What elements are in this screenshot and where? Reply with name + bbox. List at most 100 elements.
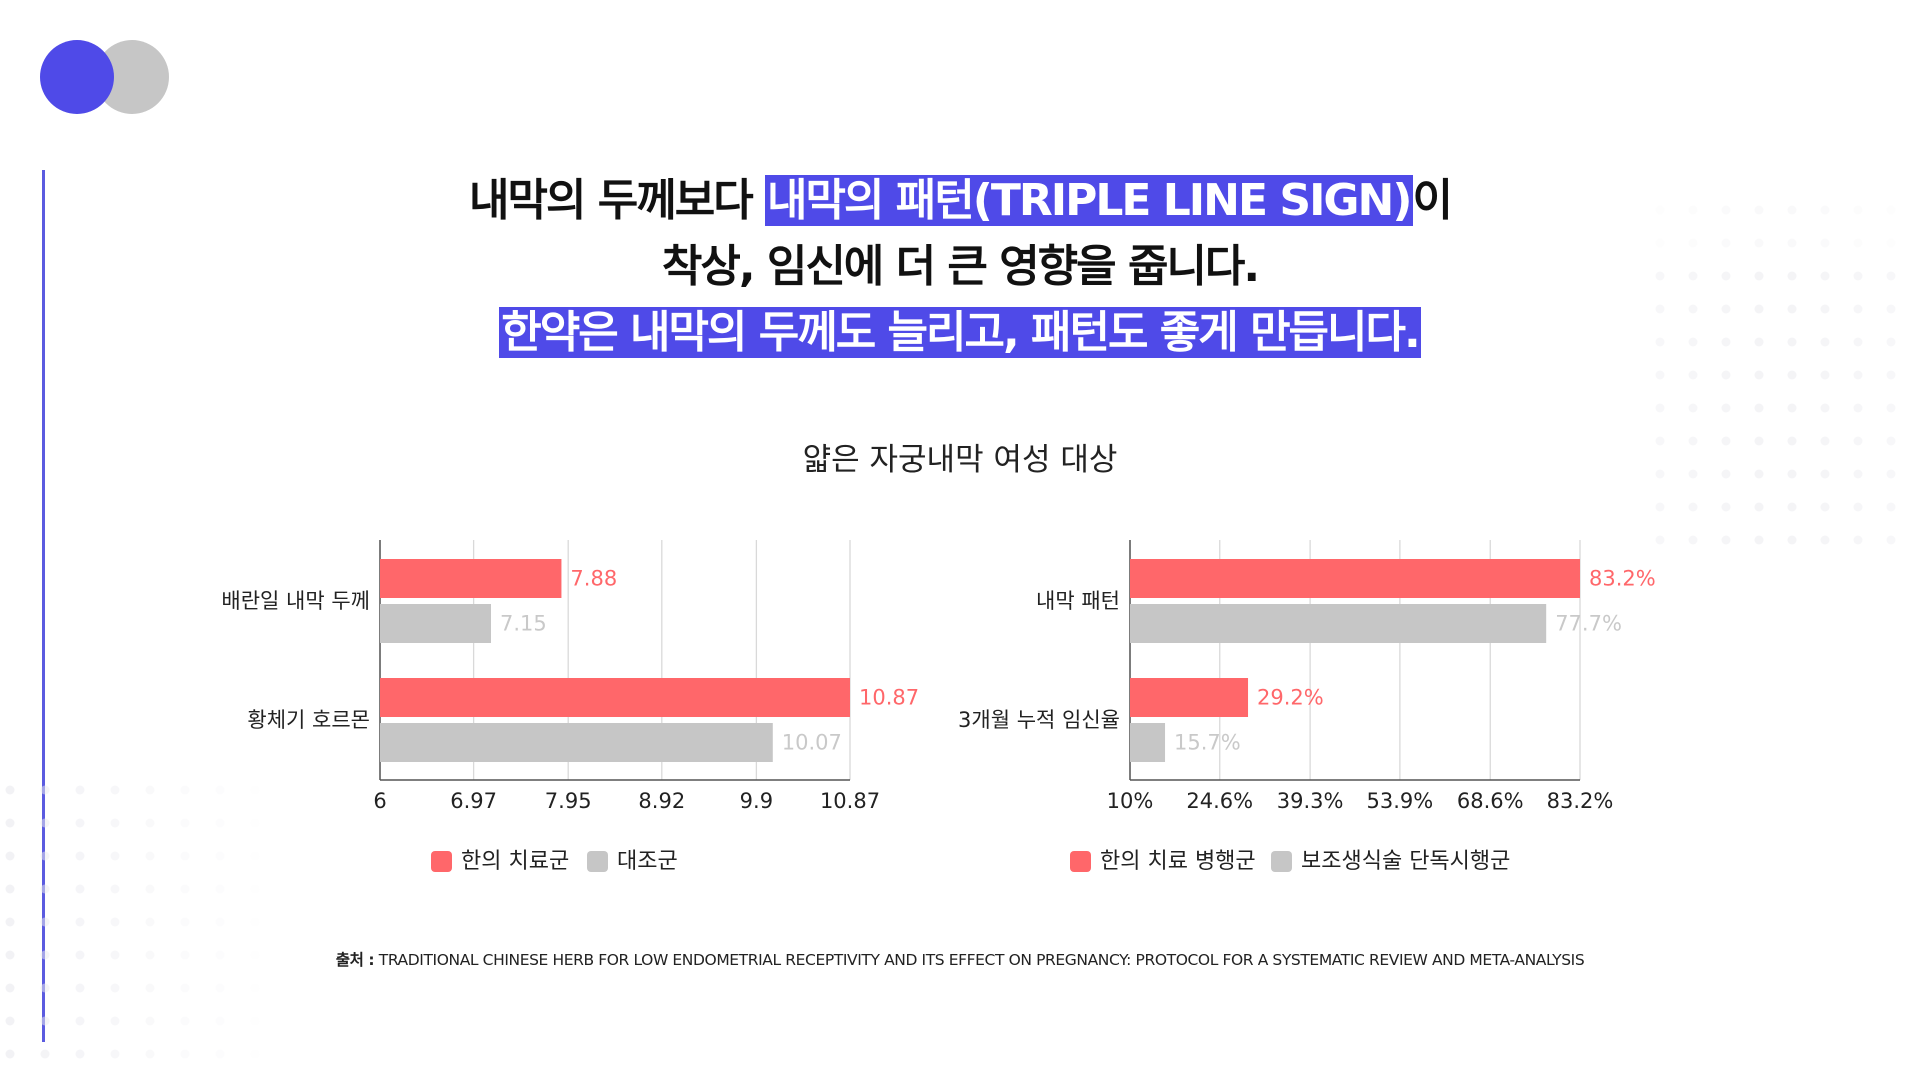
decor-dot: [5, 1049, 15, 1059]
decor-dot: [5, 983, 15, 993]
decor-dot: [1754, 535, 1764, 545]
decor-dot: [145, 884, 155, 894]
decor-dot: [1787, 337, 1797, 347]
data-label: 7.15: [500, 612, 547, 636]
decor-dot: [1886, 469, 1896, 479]
decor-dot: [5, 917, 15, 927]
decor-dot: [110, 851, 120, 861]
decor-dot: [1655, 337, 1665, 347]
decor-dot: [250, 983, 260, 993]
decor-dot: [1853, 337, 1863, 347]
x-tick-label: 68.6%: [1457, 789, 1524, 813]
decor-dot: [215, 983, 225, 993]
legend-label: 대조군: [617, 849, 678, 874]
data-label: 10.07: [782, 731, 842, 755]
decor-dot: [1787, 535, 1797, 545]
decor-dot: [180, 851, 190, 861]
decor-dot: [1754, 304, 1764, 314]
source-text: TRADITIONAL CHINESE HERB FOR LOW ENDOMET…: [378, 951, 1585, 969]
decor-dot: [145, 785, 155, 795]
legend-swatch: [587, 851, 608, 872]
decor-dot: [1886, 403, 1896, 413]
x-tick-label: 6.97: [450, 789, 497, 813]
decor-dot: [1787, 403, 1797, 413]
decor-dot: [215, 884, 225, 894]
decor-dot: [1721, 238, 1731, 248]
decor-dot: [75, 785, 85, 795]
decor-dot: [75, 884, 85, 894]
decor-dot: [1754, 238, 1764, 248]
decor-dot: [145, 983, 155, 993]
decor-dot: [1655, 436, 1665, 446]
bar-treatment: [1130, 678, 1249, 717]
decor-dot: [1754, 403, 1764, 413]
decor-dot: [1853, 271, 1863, 281]
decor-dot: [1655, 469, 1665, 479]
bar-control: [1130, 723, 1166, 762]
headline-line-1: 내막의 두께보다 내막의 패턴(TRIPLE LINE SIGN)이: [0, 168, 1920, 234]
decor-dot: [215, 950, 225, 960]
decor-dot: [110, 884, 120, 894]
decor-dot: [250, 917, 260, 927]
bar-control: [380, 604, 491, 643]
decor-dot: [40, 1016, 50, 1026]
source-citation: 출처 : TRADITIONAL CHINESE HERB FOR LOW EN…: [0, 948, 1920, 970]
decor-dot: [215, 851, 225, 861]
decor-dot: [215, 1016, 225, 1026]
decor-dot: [1688, 271, 1698, 281]
source-prefix: 출처 :: [335, 951, 375, 969]
headline-highlight: 내막의 패턴(TRIPLE LINE SIGN): [765, 175, 1413, 226]
decor-dot: [5, 1016, 15, 1026]
decor-dot: [1820, 502, 1830, 512]
decor-dot: [1820, 271, 1830, 281]
legend-swatch: [431, 851, 452, 872]
x-tick-label: 10.87: [820, 789, 880, 813]
legend-label: 한의 치료 병행군: [1100, 849, 1256, 874]
decor-dot: [1721, 304, 1731, 314]
decor-dot: [1787, 436, 1797, 446]
decor-dot: [1886, 370, 1896, 380]
decor-dot: [40, 884, 50, 894]
chart-right: 10% 24.6% 39.3% 53.9% 68.6% 83.2% 내막 패턴 83.2% 77…: [958, 540, 1656, 874]
decor-dot: [145, 917, 155, 927]
decor-dot: [75, 1016, 85, 1026]
decor-dot: [145, 851, 155, 861]
decor-dot: [110, 917, 120, 927]
decor-dot: [5, 818, 15, 828]
decor-dot: [1787, 304, 1797, 314]
x-tick-label: 83.2%: [1547, 789, 1614, 813]
decor-circle-blue: [40, 40, 114, 114]
decor-dot: [1886, 304, 1896, 314]
decor-dot: [180, 818, 190, 828]
decor-dot: [1754, 205, 1764, 215]
decor-dot: [5, 884, 15, 894]
decor-dot-pattern-right: [1655, 205, 1896, 545]
data-label: 29.2%: [1257, 686, 1324, 710]
decor-dot: [5, 851, 15, 861]
decor-dot: [1721, 370, 1731, 380]
decor-dot: [180, 884, 190, 894]
bar-treatment: [1130, 559, 1580, 598]
decor-dot: [1886, 337, 1896, 347]
decor-dot: [1688, 535, 1698, 545]
decor-dot: [145, 818, 155, 828]
decor-dot: [145, 1049, 155, 1059]
decor-dot: [1721, 337, 1731, 347]
decor-dot: [1688, 337, 1698, 347]
decor-dot: [75, 1049, 85, 1059]
decor-dot: [250, 785, 260, 795]
decor-dot: [110, 818, 120, 828]
decor-dot: [110, 1016, 120, 1026]
decor-dot: [5, 785, 15, 795]
x-tick-label: 53.9%: [1367, 789, 1434, 813]
data-label: 83.2%: [1589, 567, 1656, 591]
decor-dot: [180, 917, 190, 927]
decor-dot: [145, 950, 155, 960]
legend-swatch: [1271, 851, 1292, 872]
decor-dot: [40, 851, 50, 861]
x-tick-label: 6: [373, 789, 386, 813]
decor-dot: [1787, 271, 1797, 281]
decor-dot: [215, 917, 225, 927]
decor-dot: [180, 950, 190, 960]
decor-dot: [1820, 304, 1830, 314]
